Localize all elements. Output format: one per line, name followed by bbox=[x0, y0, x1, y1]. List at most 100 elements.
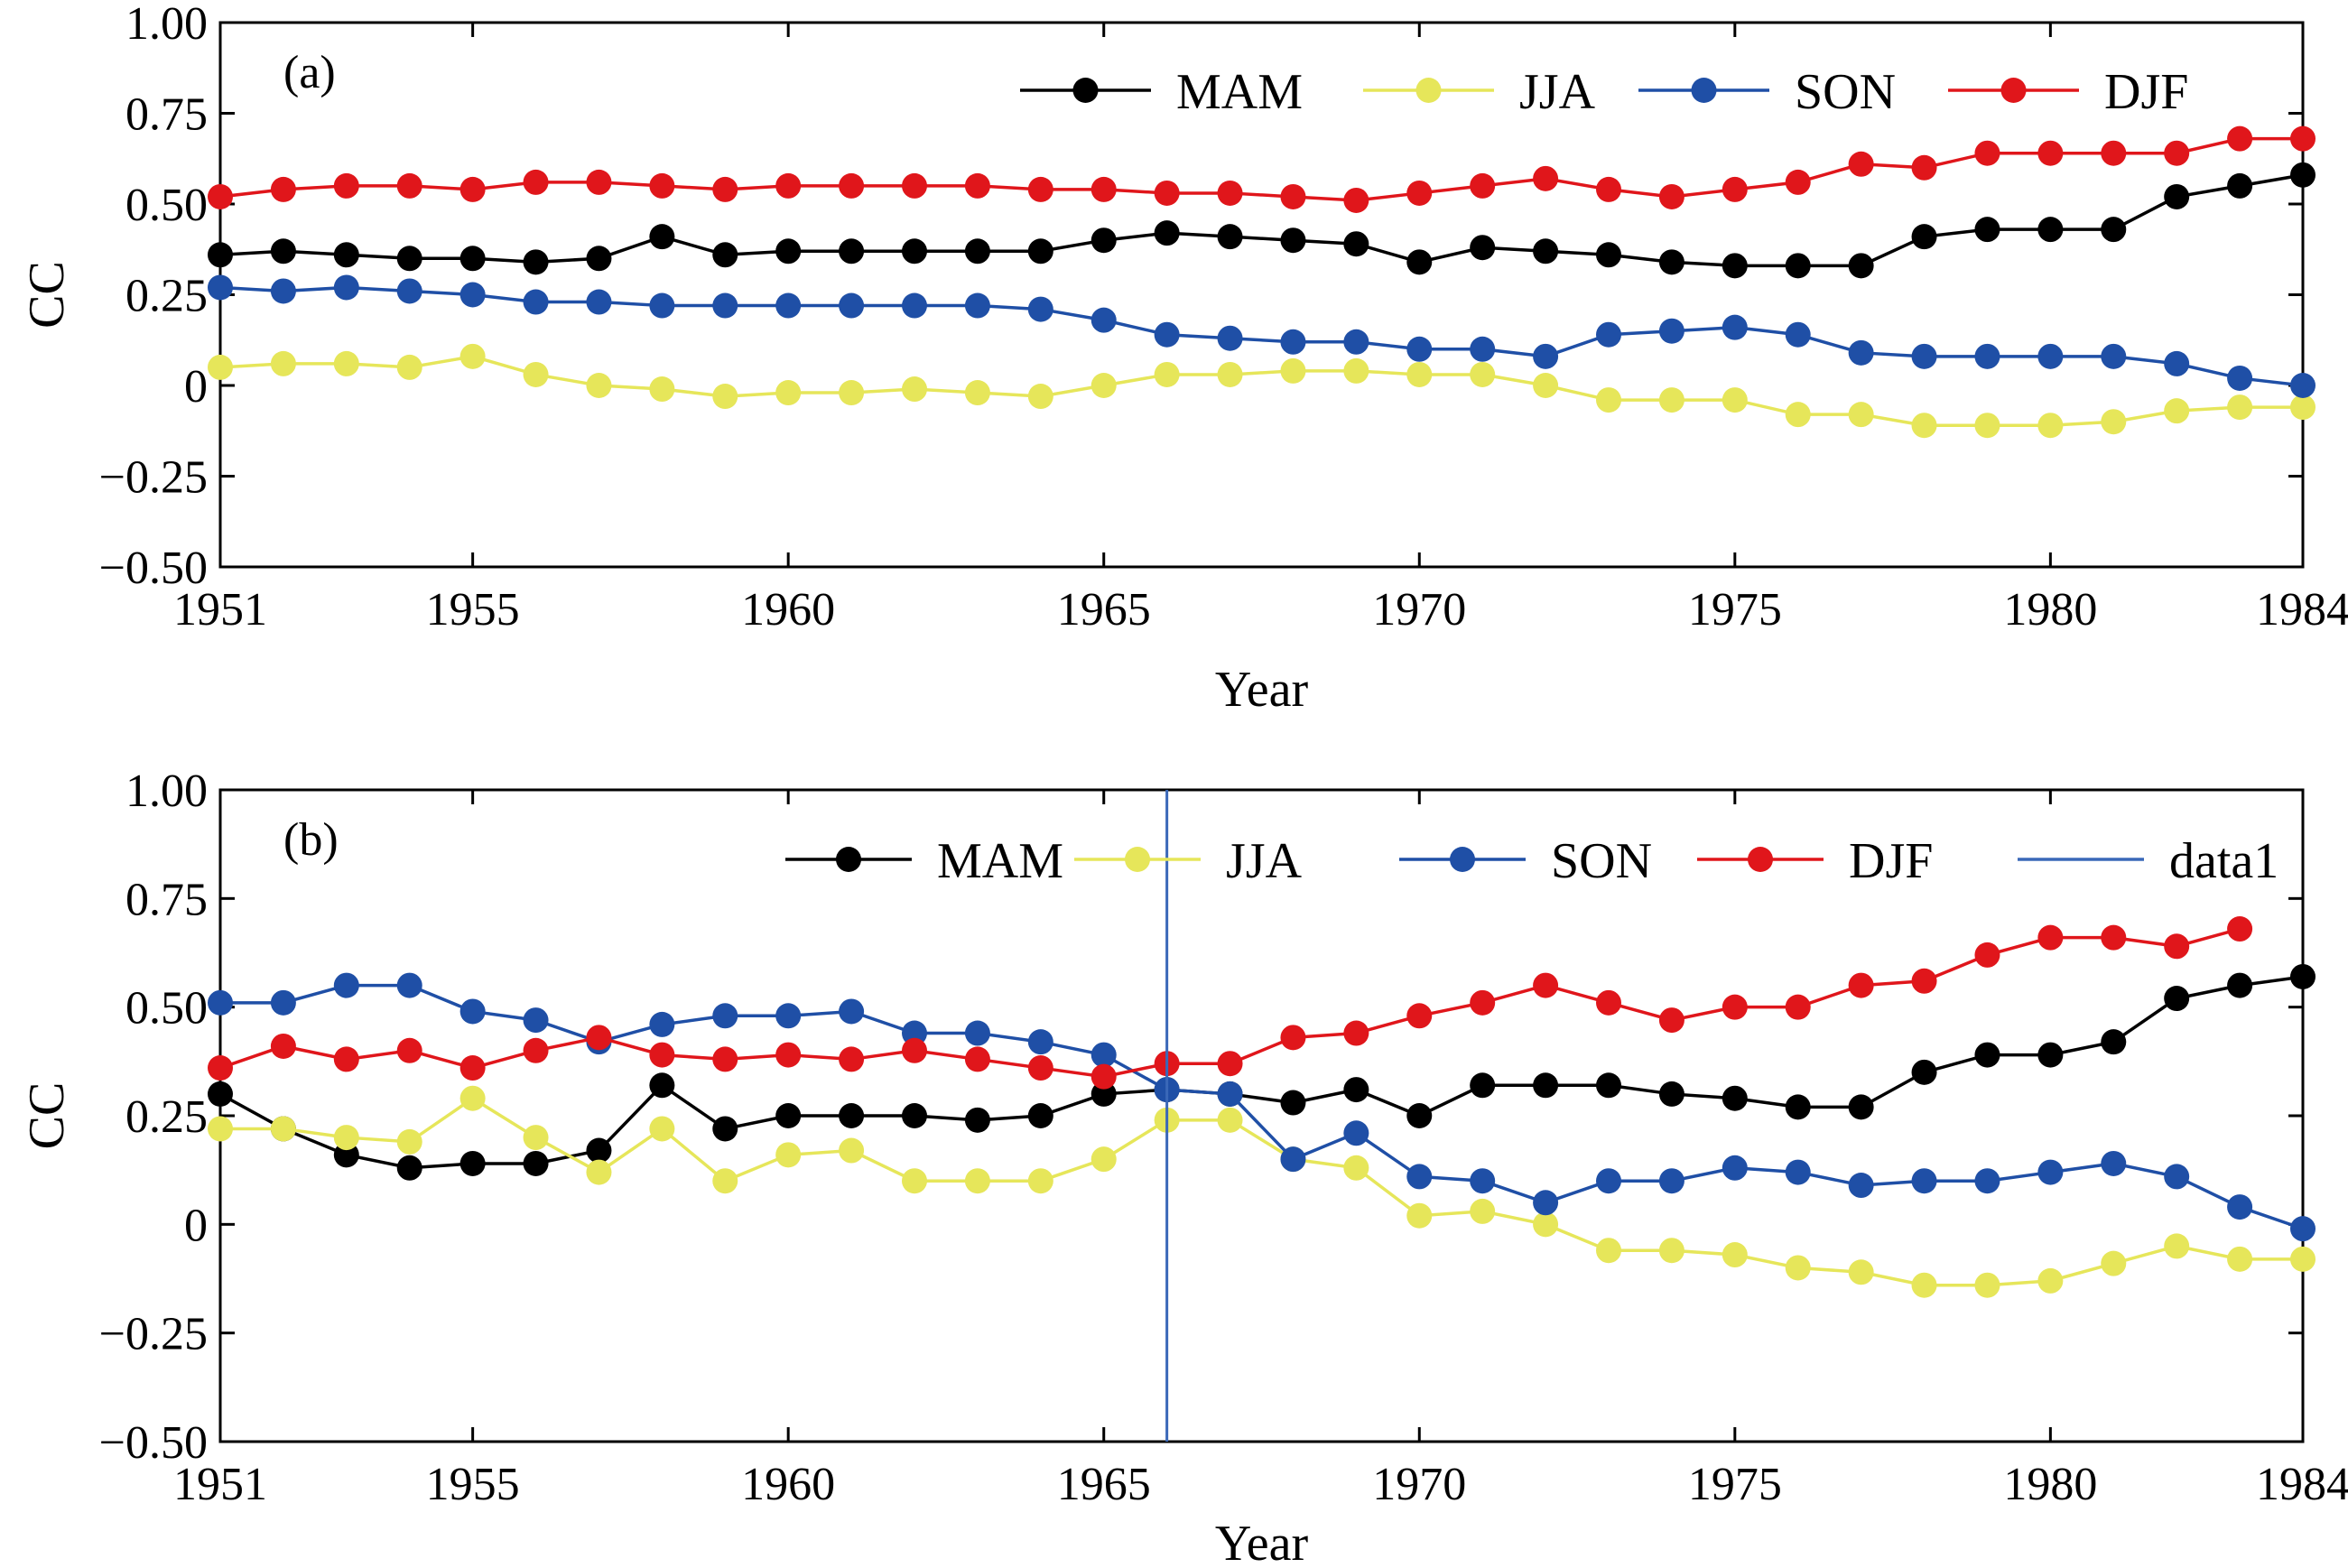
panel-a-point-djf bbox=[839, 172, 865, 199]
panel-a-point-mam bbox=[1533, 238, 1559, 264]
panel-b-point-jja bbox=[1848, 1259, 1874, 1285]
panel-b-point-mam bbox=[586, 1137, 612, 1164]
panel-b-point-son bbox=[712, 1003, 738, 1029]
panel-b-point-son bbox=[775, 1003, 802, 1029]
panel-b-point-jja bbox=[775, 1142, 802, 1168]
panel-a-point-djf bbox=[1217, 180, 1243, 206]
panel-b-point-jja bbox=[1470, 1198, 1496, 1224]
panel-b-point-mam bbox=[1722, 1085, 1748, 1111]
panel-b-point-djf bbox=[775, 1042, 802, 1068]
panel-b-point-djf bbox=[523, 1037, 549, 1063]
panel-a-point-jja bbox=[523, 361, 549, 387]
panel-a-point-djf bbox=[1848, 151, 1874, 177]
panel-b-series-line-mam bbox=[219, 975, 2304, 1170]
panel-b-point-son bbox=[1027, 1029, 1053, 1055]
panel-a-point-son bbox=[2227, 365, 2253, 391]
panel-a-point-mam bbox=[712, 242, 738, 268]
panel-a-ytick-label: 0.25 bbox=[125, 271, 208, 322]
panel-a-point-djf bbox=[2290, 125, 2316, 152]
panel-b-point-jja bbox=[1027, 1168, 1053, 1194]
panel-a-series-line-son bbox=[219, 285, 2304, 387]
panel-a-xtick-label: 1965 bbox=[1057, 584, 1151, 636]
panel-b-point-mam bbox=[964, 1107, 990, 1133]
panel-a-point-jja bbox=[902, 376, 927, 403]
panel-a-point-jja bbox=[1343, 357, 1369, 384]
panel-b-point-djf bbox=[1722, 994, 1748, 1020]
panel-a-point-djf bbox=[1911, 154, 1937, 181]
panel-a-point-son bbox=[1658, 318, 1684, 344]
panel-a-point-djf bbox=[1154, 180, 1180, 206]
panel-b-point-mam bbox=[1470, 1072, 1496, 1099]
panel-b-series-line-jja bbox=[220, 1096, 2303, 1287]
panel-a-point-son bbox=[208, 274, 233, 301]
panel-b-point-mam bbox=[1596, 1072, 1621, 1099]
panel-b-ytick-label: 0.25 bbox=[125, 1091, 208, 1143]
panel-a-point-mam bbox=[523, 249, 549, 275]
panel-a-point-son bbox=[649, 292, 675, 319]
panel-a-point-mam bbox=[839, 238, 865, 264]
panel-b-label: (b) bbox=[283, 814, 339, 866]
panel-b-point-mam bbox=[712, 1116, 738, 1142]
panel-a-point-jja bbox=[1533, 373, 1559, 398]
panel-b-point-djf bbox=[1280, 1025, 1306, 1051]
panel-b-series-line-son bbox=[220, 983, 2304, 1230]
panel-b-ytick-label: −0.25 bbox=[99, 1309, 208, 1360]
panel-a-point-djf bbox=[1785, 169, 1811, 195]
panel-a-point-son bbox=[586, 289, 612, 315]
panel-a-point-son bbox=[1470, 336, 1496, 362]
panel-b-point-djf bbox=[1470, 989, 1496, 1016]
panel-a-legend-label-djf: DJF bbox=[2104, 64, 2188, 120]
panel-a-point-son bbox=[2037, 343, 2064, 369]
panel-b-point-djf bbox=[902, 1037, 927, 1063]
panel-a-point-mam bbox=[1722, 253, 1748, 279]
panel-b-xtick-label: 1951 bbox=[173, 1459, 267, 1510]
panel-a-point-jja bbox=[1470, 361, 1496, 387]
panel-b-point-son bbox=[1406, 1164, 1433, 1190]
panel-b-point-mam bbox=[902, 1103, 927, 1128]
panel-a-xtick-label: 1980 bbox=[2003, 584, 2097, 636]
panel-b-point-jja bbox=[1090, 1146, 1117, 1173]
panel-b-point-mam bbox=[1090, 1081, 1117, 1107]
panel-b-point-mam bbox=[1785, 1094, 1811, 1120]
panel-a-point-mam bbox=[1658, 249, 1684, 275]
panel-a-point-jja bbox=[208, 354, 233, 380]
panel-a-point-djf bbox=[649, 172, 675, 199]
panel-a-point-mam bbox=[2101, 217, 2127, 243]
panel-b-point-jja bbox=[1785, 1255, 1811, 1281]
panel-b-point-mam bbox=[1848, 1094, 1874, 1120]
panel-a-point-jja bbox=[1785, 402, 1811, 428]
panel-a-point-djf bbox=[1470, 172, 1496, 199]
panel-a-point-djf bbox=[1406, 180, 1433, 206]
panel-b-series-group bbox=[208, 916, 2316, 1298]
panel-a-point-son bbox=[775, 292, 802, 319]
panel-a-point-son bbox=[1848, 339, 1874, 366]
panel-a-point-jja bbox=[459, 343, 486, 369]
panel-b-point-son bbox=[1090, 1042, 1117, 1068]
panel-b-point-djf bbox=[839, 1046, 865, 1072]
panel-b-point-djf bbox=[1596, 989, 1621, 1016]
panel-a-point-mam bbox=[1280, 227, 1306, 254]
panel-a-legend-label-son: SON bbox=[1795, 64, 1896, 120]
panel-b-point-djf bbox=[1974, 942, 2000, 968]
panel-a-point-jja bbox=[1027, 384, 1053, 410]
panel-b-point-mam bbox=[1406, 1103, 1433, 1128]
panel-a-point-mam bbox=[1911, 224, 1937, 250]
panel-a-point-mam bbox=[459, 246, 486, 272]
panel-a-point-mam bbox=[1470, 235, 1496, 261]
panel-a-legend-marker-jja bbox=[1415, 78, 1442, 103]
panel-a-point-jja bbox=[1217, 361, 1243, 387]
panel-b-point-jja bbox=[1533, 1211, 1559, 1238]
panel-a-point-son bbox=[964, 292, 990, 319]
panel-a-point-mam bbox=[1974, 217, 2000, 243]
panel-a-point-son bbox=[839, 292, 865, 319]
panel-a-point-mam bbox=[586, 246, 612, 272]
panel-b-point-mam bbox=[2290, 963, 2316, 989]
panel-a-point-mam bbox=[1406, 249, 1433, 275]
panel-a-series-line-jja bbox=[219, 355, 2303, 427]
panel-a-point-son bbox=[1533, 343, 1559, 369]
panel-b-point-jja bbox=[1343, 1155, 1369, 1181]
panel-a-point-djf bbox=[586, 169, 612, 195]
panel-a-point-djf bbox=[2101, 140, 2127, 166]
panel-a-point-son bbox=[712, 292, 738, 319]
panel-a-point-son bbox=[1974, 343, 2000, 369]
